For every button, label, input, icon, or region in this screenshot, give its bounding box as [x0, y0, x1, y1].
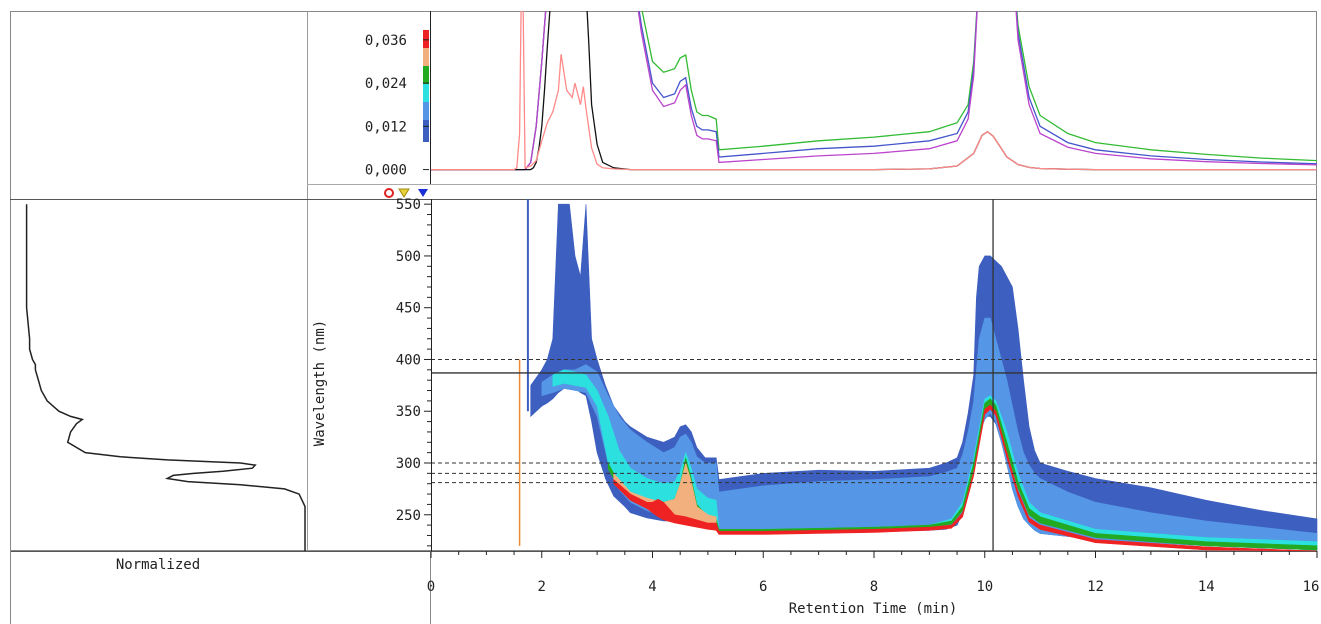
contour-band-5 [613, 404, 1318, 552]
chromatogram-series-1 [431, 11, 1317, 171]
time-tick-label: 16 [1303, 579, 1320, 595]
contour-panel: 250 300 350 400 450 500 550 0 2 4 6 8 10 12 14 16 Rete… [312, 197, 1319, 617]
time-tick-label: 14 [1198, 579, 1215, 595]
chromatogram-series [431, 11, 1317, 171]
reference-lines [431, 199, 1317, 551]
wavelength-tick-label: 500 [396, 249, 421, 265]
chromatogram-series-4 [431, 11, 1317, 171]
chromatogram-tick-label: 0,024 [365, 76, 407, 92]
normalized-label: Normalized [116, 557, 200, 573]
time-tick-label: 4 [648, 579, 656, 595]
y-axis-title: Wavelength (nm) [312, 320, 328, 446]
chromatogram-tick-label: 0,012 [365, 119, 407, 135]
time-tick-label: 12 [1087, 579, 1104, 595]
x-axis-title: Retention Time (min) [789, 601, 958, 617]
time-tick-label: 8 [870, 579, 878, 595]
color-scale [423, 30, 429, 142]
chromatogram-series-0 [431, 11, 1317, 171]
wavelength-tick-label: 450 [396, 301, 421, 317]
wavelength-tick-label: 250 [396, 508, 421, 524]
contour-bands [518, 199, 1318, 552]
time-tick-label: 10 [976, 579, 993, 595]
red-marker-icon[interactable] [384, 188, 394, 198]
blue-marker-icon[interactable] [418, 189, 428, 197]
chromatogram-y-axis: 0,036 0,024 0,012 0,000 [365, 11, 431, 184]
spectrum-panel: Normalized [25, 204, 306, 573]
chromatogram-tick-label: 0,036 [365, 33, 407, 49]
wavelength-tick-label: 550 [396, 197, 421, 213]
time-tick-label: 0 [427, 579, 435, 595]
time-tick-label: 6 [759, 579, 767, 595]
wavelength-tick-label: 400 [396, 352, 421, 368]
time-tick-label: 2 [538, 579, 546, 595]
panel-frame [10, 11, 1317, 624]
chromatogram-series-2 [431, 11, 1317, 171]
chromatogram-series-3 [431, 11, 1317, 171]
retention-time-axis: 0 2 4 6 8 10 12 14 16 [427, 551, 1320, 595]
yellow-marker-icon[interactable] [398, 188, 410, 198]
threshold-markers[interactable] [384, 188, 428, 198]
chromatogram-tick-label: 0,000 [365, 163, 407, 179]
wavelength-axis: 250 300 350 400 450 500 550 [396, 197, 432, 551]
spectrum-line [25, 204, 306, 551]
wavelength-tick-label: 300 [396, 456, 421, 472]
wavelength-tick-label: 350 [396, 404, 421, 420]
chromatogram-panel: 0,036 0,024 0,012 0,000 [365, 11, 1317, 184]
